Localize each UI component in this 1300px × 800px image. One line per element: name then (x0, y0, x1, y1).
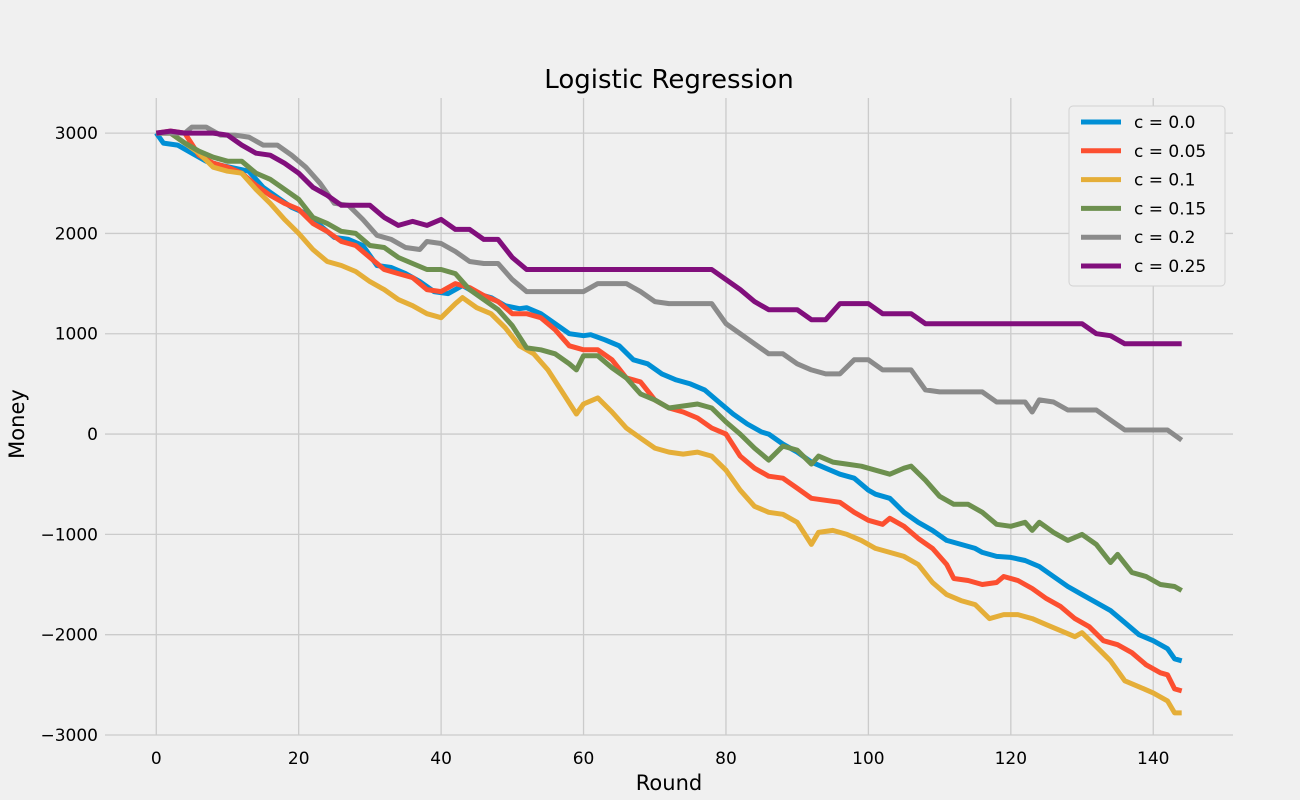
legend: c = 0.0 c = 0.05 c = 0.1 c = 0.15 c = 0.2 c =… (1068, 105, 1226, 287)
x-tick-label: 40 (430, 749, 452, 769)
series-line-3 (156, 130, 1183, 593)
series-line-1 (155, 128, 1183, 694)
grid (105, 98, 1233, 736)
x-tick-label: 60 (573, 749, 595, 769)
y-tick-label: 2000 (55, 224, 98, 244)
y-tick-label: −2000 (40, 626, 98, 646)
legend-label: c = 0.2 (1134, 228, 1195, 248)
y-tick-label: 3000 (55, 124, 98, 144)
y-tick-label: −1000 (40, 525, 98, 545)
plot-area (154, 124, 1184, 716)
legend-label: c = 0.0 (1134, 113, 1195, 133)
y-tick-label: −3000 (40, 726, 98, 746)
x-axis-label: Round (636, 771, 702, 795)
x-tick-label: 120 (995, 749, 1027, 769)
y-axis-ticks: −3000 −2000 −1000 0 1000 2000 3000 (40, 124, 98, 746)
x-tick-label: 20 (288, 749, 310, 769)
chart-title: Logistic Regression (544, 65, 793, 95)
series-line-5 (155, 128, 1182, 347)
x-axis-ticks: 0 20 40 60 80 100 120 140 (151, 749, 1170, 769)
legend-label: c = 0.25 (1134, 257, 1206, 277)
y-tick-label: 1000 (55, 325, 98, 345)
x-tick-label: 80 (715, 749, 737, 769)
series-line-2 (156, 130, 1182, 716)
legend-label: c = 0.1 (1134, 171, 1195, 191)
x-tick-label: 140 (1137, 749, 1169, 769)
series-line-4 (156, 124, 1184, 443)
x-tick-label: 0 (151, 749, 162, 769)
y-axis-label: Money (5, 389, 29, 459)
legend-label: c = 0.15 (1134, 199, 1206, 219)
y-tick-label: 0 (87, 425, 98, 445)
x-tick-label: 100 (852, 749, 884, 769)
legend-label: c = 0.05 (1134, 142, 1206, 162)
